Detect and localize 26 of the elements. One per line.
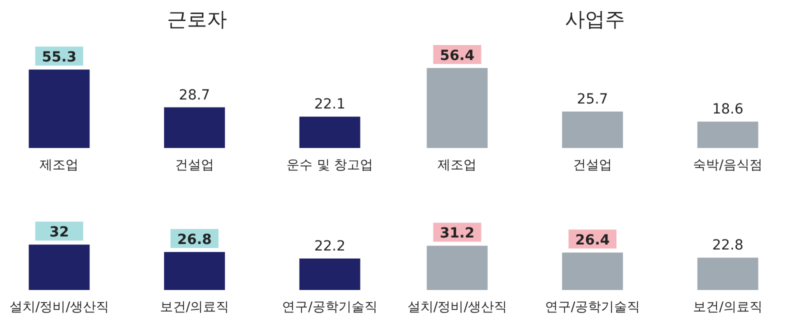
data-label: 18.6 xyxy=(712,102,744,118)
x-tick-label: 숙박/음식점 xyxy=(693,158,762,174)
chart-title: 사업주 xyxy=(565,7,625,31)
x-tick-label: 건설업 xyxy=(175,158,214,174)
x-tick-label: 보건/의료직 xyxy=(693,300,762,316)
data-label: 25.7 xyxy=(576,92,608,108)
x-tick-label: 연구/공학기술직 xyxy=(544,300,640,316)
x-tick-label: 설치/정비/생산직 xyxy=(9,300,110,316)
data-label: 31.2 xyxy=(440,226,474,242)
data-label: 28.7 xyxy=(178,87,210,104)
x-tick-label: 제조업 xyxy=(438,158,477,174)
data-label: 22.1 xyxy=(314,96,346,113)
chart-title: 근로자 xyxy=(167,7,227,31)
data-label: 32 xyxy=(49,224,69,241)
x-tick-label: 보건/의료직 xyxy=(160,300,230,316)
data-label: 22.8 xyxy=(712,238,744,254)
x-tick-label: 건설업 xyxy=(573,158,612,174)
data-label: 22.2 xyxy=(314,238,346,255)
x-tick-label: 설치/정비/생산직 xyxy=(407,300,508,316)
x-tick-label: 연구/공학기술직 xyxy=(282,300,378,316)
data-label: 26.8 xyxy=(177,232,212,248)
data-label: 55.3 xyxy=(42,50,76,66)
data-label: 26.4 xyxy=(575,232,610,249)
x-tick-label: 운수 및 창고업 xyxy=(286,158,373,174)
data-label: 56.4 xyxy=(440,48,475,64)
x-tick-label: 제조업 xyxy=(40,158,79,174)
